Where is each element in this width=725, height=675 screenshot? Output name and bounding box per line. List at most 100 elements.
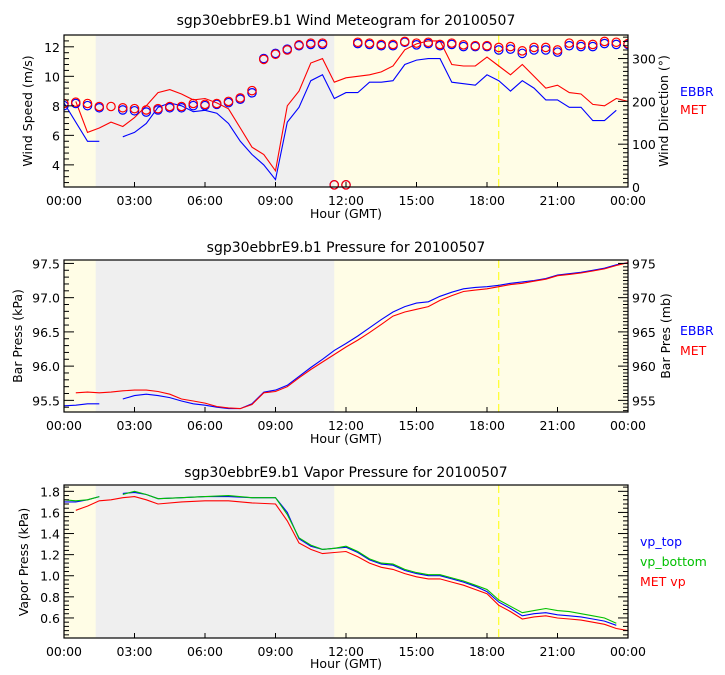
y-tick-label: 12 [44, 40, 60, 55]
x-tick-label: 21:00 [539, 193, 575, 208]
x-tick-label: 09:00 [257, 193, 293, 208]
wind-direction-point-ebbr [540, 45, 551, 55]
x-tick-label: 12:00 [328, 644, 364, 659]
x-tick-label: 00:00 [610, 644, 646, 659]
wind-direction-point-met [611, 37, 622, 48]
series-line-ebbr [64, 403, 100, 407]
wind-direction-point-met [587, 39, 598, 50]
right-y-tick-label: 965 [632, 325, 656, 340]
x-tick-label: 18:00 [469, 193, 505, 208]
legend-ebbr: EBBR [680, 323, 714, 338]
wind-direction-point-met [493, 42, 504, 53]
wind-direction-point-met [153, 103, 163, 114]
wind-direction-point-met [540, 42, 551, 53]
legend-met: MET [680, 343, 707, 358]
wind-direction-point-met [435, 39, 445, 50]
wind-direction-point-met [117, 102, 128, 113]
wind-direction-point-met [282, 45, 293, 55]
wind-direction-point-met [200, 99, 210, 110]
wind-direction-point-met [388, 39, 398, 50]
series-group [64, 36, 628, 190]
wind-speed-axis-label: Wind Speed (m/s) [20, 55, 35, 166]
x-tick-label: 00:00 [46, 193, 82, 208]
wind-direction-point-met [70, 97, 81, 108]
wind-direction-point-met [446, 38, 457, 48]
y-tick-label: 0.8 [40, 590, 60, 605]
plot-area [64, 485, 628, 638]
right-y-tick-label: 970 [632, 291, 656, 306]
vapor-press-axis-label: Vapor Press (kPa) [16, 508, 31, 616]
legend-met-vp: MET vp [640, 574, 686, 589]
x-tick-label: 09:00 [257, 644, 293, 659]
right-y-tick-label: 960 [632, 359, 656, 374]
series-line-met [75, 262, 628, 410]
y-tick-label: 95.5 [32, 393, 60, 408]
x-tick-label: 21:00 [539, 418, 575, 433]
wind-direction-point-met [329, 180, 340, 190]
y-tick-label: 4 [52, 158, 60, 173]
series-line-vp_bottom [64, 496, 100, 502]
x-tick-label: 03:00 [116, 193, 152, 208]
wind-direction-point-met [82, 98, 93, 109]
wind-direction-point-met [94, 101, 105, 112]
wind-direction-point-met [458, 40, 469, 50]
wind-chart-title: sgp30ebbrE9.b1 Wind Meteogram for 201005… [177, 13, 516, 29]
series-group [64, 490, 628, 632]
wind-direction-point-met [317, 38, 328, 48]
wind-direction-axis-label: Wind Direction (°) [656, 55, 671, 167]
wind-direction-point-met [364, 38, 375, 48]
wind-direction-point-met [176, 101, 187, 112]
vapor-x-axis-label: Hour (GMT) [310, 656, 382, 671]
wind-direction-point-met [552, 45, 563, 55]
wind-direction-point-met [164, 101, 175, 112]
wind-direction-point-met [482, 40, 492, 51]
y-tick-label: 96.0 [32, 359, 60, 374]
y-tick-label: 96.5 [32, 325, 60, 340]
x-tick-label: 06:00 [187, 418, 223, 433]
x-tick-label: 12:00 [328, 193, 364, 208]
y-tick-label: 1.4 [40, 527, 60, 542]
wind-direction-point-met [599, 36, 610, 47]
x-tick-label: 15:00 [398, 418, 434, 433]
legend-vp-top: vp_top [640, 534, 682, 549]
x-tick-label: 03:00 [116, 418, 152, 433]
series-line-vp_bottom [122, 490, 617, 624]
wind-direction-point-met [341, 180, 351, 190]
wind-direction-point-met [470, 40, 481, 51]
series-line-ebbr [122, 262, 628, 410]
y-tick-label: 0.6 [40, 611, 60, 626]
right-y-tick-label: 200 [632, 94, 656, 109]
wind-direction-point-met [411, 38, 422, 48]
wind-direction-point-met [294, 40, 304, 50]
wind-direction-point-met [223, 96, 234, 107]
wind-direction-point-met [529, 42, 539, 53]
bar-pres-mb-axis-label: Bar Pres (mb) [658, 293, 673, 379]
wind-direction-point-met [399, 36, 410, 47]
y-tick-label: 1.0 [40, 569, 60, 584]
pressure-panel: sgp30ebbrE9.b1 Pressure for 20100507 Bar… [10, 240, 714, 446]
vapor-pressure-panel: sgp30ebbrE9.b1 Vapor Pressure for 201005… [16, 465, 707, 671]
wind-direction-point-met [517, 46, 528, 56]
night-shading [95, 260, 335, 412]
x-tick-label: 06:00 [187, 193, 223, 208]
wind-direction-point-met [564, 38, 575, 48]
right-y-tick-label: 975 [632, 256, 656, 271]
bar-press-axis-label: Bar Press (kPa) [10, 289, 25, 383]
wind-meteogram-panel: sgp30ebbrE9.b1 Wind Meteogram for 201005… [20, 13, 714, 221]
x-tick-label: 21:00 [539, 644, 575, 659]
pressure-x-axis-label: Hour (GMT) [310, 431, 382, 446]
wind-direction-point-met [64, 98, 69, 109]
wind-direction-point-met [505, 41, 516, 52]
series-line-met-vp [75, 496, 628, 632]
right-y-tick-label: 100 [632, 137, 656, 152]
wind-direction-point-met [576, 39, 586, 50]
y-tick-label: 6 [52, 128, 60, 143]
x-tick-label: 03:00 [116, 644, 152, 659]
wind-direction-point-ebbr [517, 48, 528, 59]
wind-direction-point-ebbr [493, 45, 504, 55]
x-tick-label: 18:00 [469, 644, 505, 659]
night-shading [95, 35, 335, 187]
wind-direction-point-met [305, 38, 316, 48]
plot-area [64, 260, 628, 412]
